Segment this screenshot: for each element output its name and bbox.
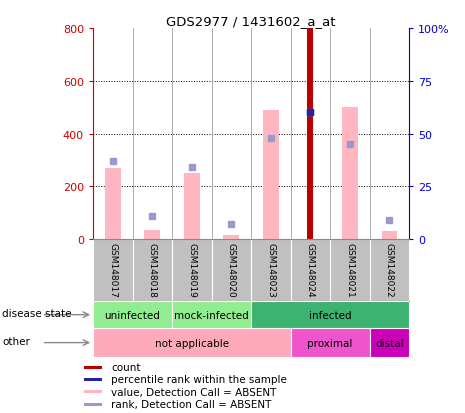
Bar bbox=[223, 235, 239, 240]
Text: infected: infected bbox=[309, 310, 352, 320]
Text: value, Detection Call = ABSENT: value, Detection Call = ABSENT bbox=[111, 387, 276, 397]
Bar bbox=[84, 390, 101, 393]
Bar bbox=[184, 174, 199, 240]
Text: GSM148019: GSM148019 bbox=[187, 243, 196, 297]
Text: GSM148017: GSM148017 bbox=[108, 243, 117, 297]
Bar bbox=[172, 301, 251, 328]
Text: GSM148023: GSM148023 bbox=[266, 243, 275, 297]
Bar bbox=[263, 111, 279, 240]
Bar bbox=[251, 301, 409, 328]
Text: GSM148024: GSM148024 bbox=[306, 243, 315, 297]
Text: not applicable: not applicable bbox=[155, 338, 229, 348]
Bar bbox=[84, 378, 101, 381]
Text: GSM148018: GSM148018 bbox=[148, 243, 157, 297]
Text: GSM148020: GSM148020 bbox=[227, 243, 236, 297]
Text: rank, Detection Call = ABSENT: rank, Detection Call = ABSENT bbox=[111, 399, 271, 409]
Title: GDS2977 / 1431602_a_at: GDS2977 / 1431602_a_at bbox=[166, 15, 336, 28]
Bar bbox=[84, 403, 101, 406]
Bar bbox=[93, 301, 172, 328]
Text: mock-infected: mock-infected bbox=[174, 310, 249, 320]
Bar bbox=[342, 108, 358, 240]
Bar bbox=[370, 328, 409, 357]
Bar bbox=[381, 232, 397, 240]
Text: proximal: proximal bbox=[307, 338, 353, 348]
Text: GSM148021: GSM148021 bbox=[345, 243, 354, 297]
Text: uninfected: uninfected bbox=[105, 310, 160, 320]
Text: disease state: disease state bbox=[2, 308, 72, 318]
Bar bbox=[144, 230, 160, 240]
Text: distal: distal bbox=[375, 338, 404, 348]
Text: count: count bbox=[111, 362, 140, 372]
Text: percentile rank within the sample: percentile rank within the sample bbox=[111, 375, 287, 385]
Bar bbox=[84, 366, 101, 369]
Bar bbox=[291, 328, 370, 357]
Text: GSM148022: GSM148022 bbox=[385, 243, 394, 297]
Text: other: other bbox=[2, 336, 30, 346]
Bar bbox=[307, 29, 313, 240]
Bar bbox=[105, 169, 120, 240]
Bar bbox=[93, 328, 291, 357]
